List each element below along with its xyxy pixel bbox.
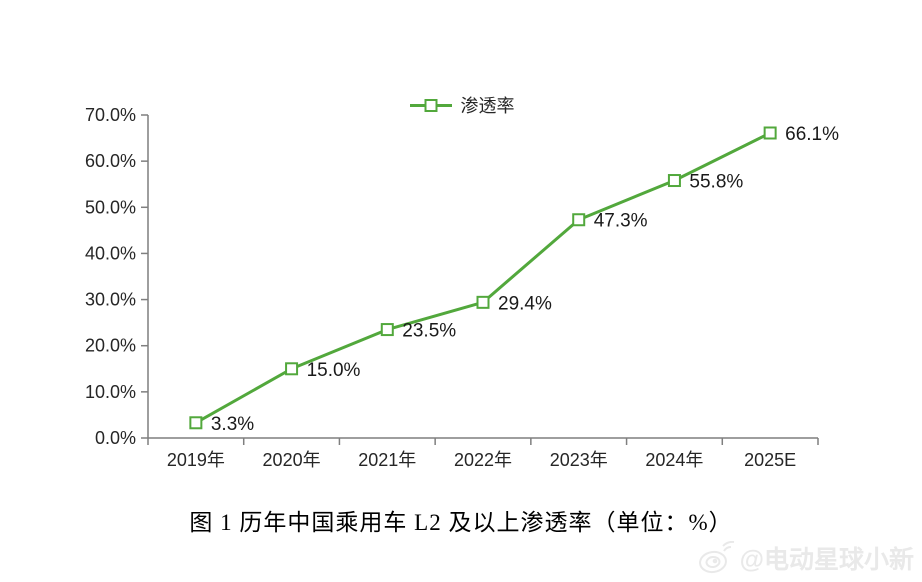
x-category-label: 2019年 [167, 450, 225, 470]
data-point-marker [763, 126, 777, 140]
data-point-label: 29.4% [498, 293, 552, 314]
watermark-text: @电动星球小新 [739, 546, 914, 574]
chart-caption: 图 1 历年中国乘用车 L2 及以上渗透率（单位：%） [189, 510, 733, 535]
y-tick-label: 70.0% [85, 105, 136, 125]
data-point-marker [667, 174, 681, 188]
y-tick-label: 10.0% [85, 382, 136, 402]
data-point-marker [285, 362, 299, 376]
y-tick-label: 50.0% [85, 197, 136, 217]
x-axis-ticks: 2019年 2020年 2021年 2022年 2023年 2024年 2025E [147, 438, 819, 470]
y-tick-label: 0.0% [95, 428, 136, 448]
y-axis-ticks: 0.0% 10.0% 20.0% 30.0% 40.0% 50.0% 60.0% 70.0% [85, 105, 148, 448]
x-category-label: 2020年 [263, 450, 321, 470]
axes [147, 115, 818, 439]
data-point-label: 47.3% [594, 211, 648, 232]
x-category-label: 2024年 [645, 450, 703, 470]
data-point-marker [380, 323, 394, 337]
y-tick-label: 60.0% [85, 151, 136, 171]
data-point-markers [189, 126, 777, 430]
y-tick-label: 20.0% [85, 336, 136, 356]
weibo-icon [698, 541, 734, 574]
chart-legend: 渗透率 [0, 92, 922, 118]
series-line [194, 131, 772, 425]
y-tick-label: 30.0% [85, 290, 136, 310]
series-penetration-rate [194, 131, 772, 425]
x-category-label: 2022年 [454, 450, 512, 470]
data-point-marker [476, 295, 490, 309]
legend-label: 渗透率 [460, 96, 515, 116]
data-point-label: 55.8% [689, 172, 743, 193]
data-point-marker [189, 416, 203, 430]
data-labels: 3.3% 15.0% 23.5% 29.4% 47.3% 55.8% 66.1% [211, 124, 839, 435]
legend-line-marker-icon [409, 98, 452, 112]
x-category-label: 2021年 [358, 450, 416, 470]
data-point-label: 23.5% [402, 321, 456, 342]
x-category-label: 2025E [744, 450, 796, 470]
data-point-label: 15.0% [307, 360, 361, 381]
y-tick-label: 40.0% [85, 243, 136, 263]
data-point-label: 66.1% [785, 124, 839, 145]
data-point-label: 3.3% [211, 414, 254, 435]
watermark: @电动星球小新 [698, 540, 914, 576]
x-category-label: 2023年 [550, 450, 608, 470]
data-point-marker [572, 213, 586, 227]
